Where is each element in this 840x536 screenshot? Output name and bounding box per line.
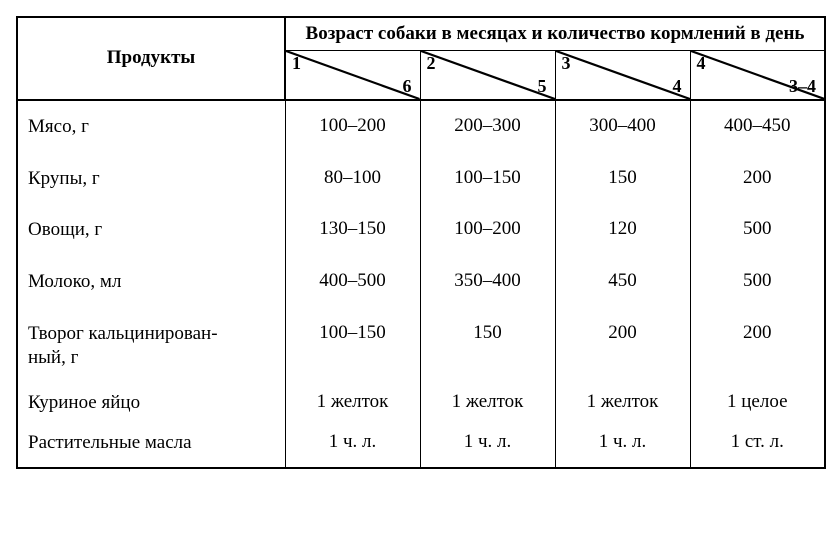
row-label: Куриное яйцо (17, 383, 285, 423)
age-col-2: 2 5 (420, 50, 555, 100)
table-row: Крупы, г 80–100 100–150 150 200 (17, 153, 825, 205)
cell: 500 (690, 204, 825, 256)
cell: 1 желток (420, 383, 555, 423)
cell: 1 желток (555, 383, 690, 423)
cell: 200 (690, 308, 825, 384)
feedings-2: 5 (538, 76, 547, 97)
table-row: Творог кальцинирован- ный, г 100–150 150… (17, 308, 825, 384)
age-months-3: 3 (562, 53, 571, 74)
feeding-table: Продукты Возраст собаки в месяцах и коли… (16, 16, 826, 469)
row-label: Творог кальцинирован- ный, г (17, 308, 285, 384)
row-label: Овощи, г (17, 204, 285, 256)
cell: 1 целое (690, 383, 825, 423)
row-label: Растительные масла (17, 423, 285, 468)
table-row: Куриное яйцо 1 желток 1 желток 1 желток … (17, 383, 825, 423)
cell: 150 (555, 153, 690, 205)
cell: 100–150 (285, 308, 420, 384)
cell: 1 желток (285, 383, 420, 423)
age-months-1: 1 (292, 53, 301, 74)
row-label: Крупы, г (17, 153, 285, 205)
table-row: Растительные масла 1 ч. л. 1 ч. л. 1 ч. … (17, 423, 825, 468)
age-col-4: 4 3–4 (690, 50, 825, 100)
header-products: Продукты (17, 17, 285, 100)
feedings-1: 6 (403, 76, 412, 97)
cell: 350–400 (420, 256, 555, 308)
table-row: Овощи, г 130–150 100–200 120 500 (17, 204, 825, 256)
cell: 200–300 (420, 100, 555, 153)
age-col-3: 3 4 (555, 50, 690, 100)
age-months-4: 4 (697, 53, 706, 74)
table-body: Мясо, г 100–200 200–300 300–400 400–450 … (17, 100, 825, 468)
cell: 100–200 (420, 204, 555, 256)
cell: 200 (690, 153, 825, 205)
age-col-1: 1 6 (285, 50, 420, 100)
cell: 100–150 (420, 153, 555, 205)
feedings-3: 4 (673, 76, 682, 97)
row-label: Молоко, мл (17, 256, 285, 308)
cell: 1 ч. л. (285, 423, 420, 468)
cell: 300–400 (555, 100, 690, 153)
cell: 450 (555, 256, 690, 308)
cell: 120 (555, 204, 690, 256)
age-months-2: 2 (427, 53, 436, 74)
feedings-4: 3–4 (789, 76, 816, 97)
cell: 150 (420, 308, 555, 384)
cell: 1 ч. л. (420, 423, 555, 468)
header-age-feedings: Возраст собаки в месяцах и количество ко… (285, 17, 825, 50)
cell: 400–450 (690, 100, 825, 153)
cell: 1 ст. л. (690, 423, 825, 468)
cell: 200 (555, 308, 690, 384)
cell: 400–500 (285, 256, 420, 308)
cell: 130–150 (285, 204, 420, 256)
cell: 500 (690, 256, 825, 308)
table-row: Молоко, мл 400–500 350–400 450 500 (17, 256, 825, 308)
row-label: Мясо, г (17, 100, 285, 153)
cell: 80–100 (285, 153, 420, 205)
cell: 100–200 (285, 100, 420, 153)
table-row: Мясо, г 100–200 200–300 300–400 400–450 (17, 100, 825, 153)
cell: 1 ч. л. (555, 423, 690, 468)
